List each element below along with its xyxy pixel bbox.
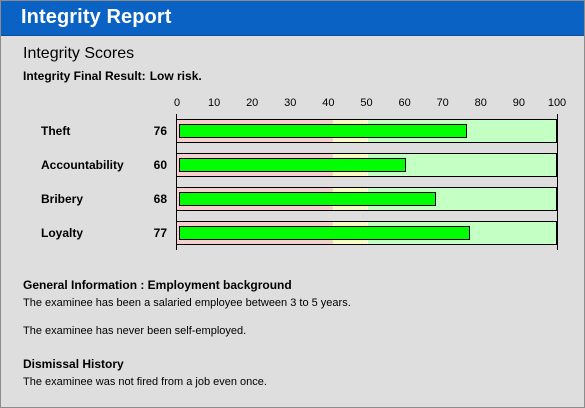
section-title-integrity-scores: Integrity Scores	[23, 45, 135, 62]
score-track	[176, 119, 557, 143]
x-tick-label: 0	[173, 97, 181, 109]
x-tick-label: 10	[207, 97, 221, 109]
final-result-value: Low risk.	[149, 69, 202, 83]
category-label: Bribery	[41, 192, 84, 206]
x-tick-label: 30	[284, 97, 297, 109]
x-tick-label: 100	[547, 97, 567, 109]
page-title: Integrity Report	[21, 6, 172, 28]
score-value-label: 60	[153, 158, 167, 172]
x-tick-label: 80	[474, 97, 487, 109]
x-tick-label: 20	[246, 97, 259, 109]
category-label: Accountability	[41, 158, 124, 172]
score-value-label: 76	[153, 124, 167, 138]
title-bar: Integrity Report	[1, 1, 584, 36]
chart-right-axis	[557, 114, 558, 250]
chart-left-axis	[176, 114, 177, 250]
x-tick-label: 40	[322, 97, 335, 109]
score-bar	[179, 124, 467, 138]
score-track	[176, 153, 557, 177]
final-result-label: Integrity Final Result:	[23, 69, 146, 83]
score-value-label: 68	[153, 192, 167, 206]
risk-zone	[367, 154, 556, 176]
x-tick-label: 60	[398, 97, 411, 109]
score-value-label: 77	[153, 226, 167, 240]
general-information-heading: General Information : Employment backgro…	[23, 278, 292, 292]
x-tick-label: 90	[512, 97, 526, 109]
self-employment-info-line: The examinee has never been self-employe…	[23, 325, 247, 337]
integrity-scores-chart: 0 10 20 30 40 50 60 70 80 90 100 Theft 76 Accountabil…	[1, 1, 584, 261]
category-label: Theft	[41, 124, 71, 138]
dismissal-history-heading: Dismissal History	[23, 357, 124, 371]
employment-info-line: The examinee has been a salaried employe…	[23, 297, 351, 309]
x-tick-label: 50	[360, 97, 373, 109]
final-result: Integrity Final Result: Low risk.	[23, 69, 202, 83]
score-track	[176, 221, 557, 245]
score-bar	[179, 192, 437, 206]
score-bar	[179, 226, 471, 240]
category-label: Loyalty	[41, 226, 84, 240]
score-track	[176, 187, 557, 211]
x-tick-label: 70	[436, 97, 449, 109]
score-bar	[179, 158, 406, 172]
dismissal-info-line: The examinee was not fired from a job ev…	[23, 376, 267, 388]
